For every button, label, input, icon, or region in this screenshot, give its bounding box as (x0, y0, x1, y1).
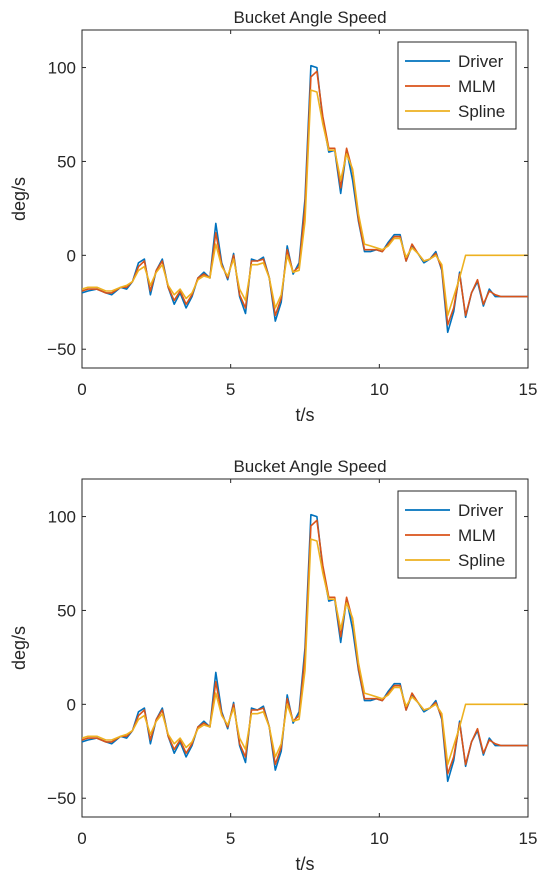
x-tick-label: 5 (226, 380, 235, 399)
series-line-spline (82, 89, 528, 317)
y-tick-label: 50 (57, 152, 76, 171)
chart-svg-2: Bucket Angle Speed 0 5 10 15 −50 0 50 100 t/s deg/… (9, 457, 538, 874)
y-tick-label: −50 (47, 340, 76, 359)
series-group (82, 513, 528, 783)
legend: Driver MLM Spline (397, 490, 517, 579)
x-tick-label: 10 (370, 829, 389, 848)
chart-title: Bucket Angle Speed (233, 457, 386, 476)
y-tick-label: 0 (67, 246, 76, 265)
x-tick-label: 0 (77, 829, 86, 848)
legend: Driver MLM Spline (397, 41, 517, 130)
x-tick-label: 15 (519, 829, 538, 848)
legend-label-driver: Driver (458, 501, 504, 520)
chart-panel-1: Bucket Angle Speed 0 5 10 15 −50 0 50 100 t/s deg/… (0, 0, 550, 440)
x-axis-label: t/s (295, 405, 314, 425)
y-axis-label: deg/s (9, 626, 29, 670)
y-tick-label: 100 (48, 59, 76, 78)
legend-label-spline: Spline (458, 551, 505, 570)
y-tick-label: 50 (57, 601, 76, 620)
legend-label-spline: Spline (458, 102, 505, 121)
series-line-spline (82, 538, 528, 766)
y-tick-label: −50 (47, 789, 76, 808)
legend-label-mlm: MLM (458, 77, 496, 96)
x-axis-label: t/s (295, 854, 314, 874)
x-tick-label: 15 (519, 380, 538, 399)
y-axis-label: deg/s (9, 177, 29, 221)
legend-label-mlm: MLM (458, 526, 496, 545)
y-tick-label: 0 (67, 695, 76, 714)
x-tick-label: 10 (370, 380, 389, 399)
x-tick-label: 0 (77, 380, 86, 399)
chart-title: Bucket Angle Speed (233, 8, 386, 27)
chart-panel-2: Bucket Angle Speed 0 5 10 15 −50 0 50 100 t/s deg/… (0, 449, 550, 889)
x-tick-label: 5 (226, 829, 235, 848)
chart-svg-1: Bucket Angle Speed 0 5 10 15 −50 0 50 100 t/s deg/… (9, 8, 538, 425)
series-group (82, 64, 528, 334)
y-tick-label: 100 (48, 508, 76, 527)
legend-label-driver: Driver (458, 52, 504, 71)
